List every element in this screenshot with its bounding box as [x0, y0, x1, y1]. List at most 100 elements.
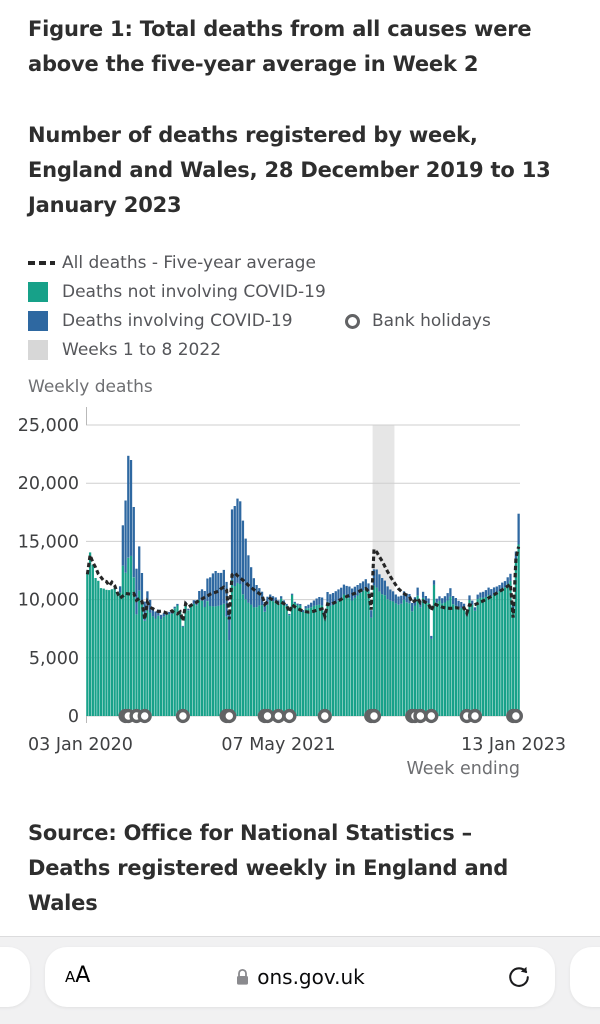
- y-tick-label: 0: [68, 707, 79, 727]
- bar-covid: [438, 596, 441, 601]
- bar-covid: [476, 594, 479, 599]
- legend-item-label: Deaths involving COVID-19: [62, 311, 293, 331]
- bar-covid: [331, 593, 335, 605]
- bar-non-covid: [397, 604, 400, 716]
- bar-covid: [402, 591, 406, 600]
- bar-non-covid: [173, 608, 176, 716]
- bar-covid: [487, 587, 490, 596]
- bar-non-covid: [159, 619, 163, 716]
- bar-non-covid: [509, 581, 512, 716]
- bar-covid: [514, 551, 518, 562]
- bar-non-covid: [438, 600, 441, 716]
- bar-non-covid: [116, 593, 119, 716]
- bar-non-covid: [241, 594, 245, 716]
- bar-covid: [501, 582, 504, 589]
- bar-covid: [140, 573, 144, 604]
- bar-covid: [394, 594, 397, 604]
- bar-non-covid: [495, 592, 498, 716]
- bar-non-covid: [512, 608, 515, 716]
- bar-covid: [454, 598, 457, 606]
- bar-non-covid: [361, 590, 365, 716]
- bar-non-covid: [471, 604, 474, 716]
- bar-non-covid: [247, 602, 250, 716]
- bank-holiday-marker: [271, 708, 286, 724]
- bar-non-covid: [271, 601, 275, 716]
- bar-non-covid: [198, 599, 201, 716]
- chart-legend: All deaths - Five-year average Deaths no…: [28, 253, 491, 369]
- bank-holiday-marker: [260, 708, 275, 724]
- legend-item-weeks-1-to-8-2022: Weeks 1 to 8 2022: [28, 340, 326, 360]
- bank-holiday-marker: [222, 708, 237, 724]
- bar-non-covid: [408, 603, 411, 716]
- bar-non-covid: [280, 598, 283, 716]
- bar-covid: [263, 601, 266, 612]
- legend-item-bank-holidays: Bank holidays: [345, 311, 491, 331]
- bar-covid: [239, 501, 242, 584]
- bar-covid: [509, 573, 512, 581]
- bar-covid: [252, 578, 255, 608]
- bar-covid: [307, 604, 310, 608]
- bar-covid: [127, 455, 130, 558]
- previous-tab-edge[interactable]: [0, 947, 30, 1007]
- bar-covid: [337, 589, 340, 601]
- bar-covid: [214, 571, 217, 607]
- bar-non-covid: [468, 600, 471, 716]
- next-tab-edge[interactable]: [570, 947, 600, 1007]
- reload-button[interactable]: [499, 947, 539, 1007]
- bar-non-covid: [391, 601, 395, 716]
- bar-non-covid: [138, 590, 141, 716]
- bar-covid: [490, 589, 493, 597]
- bar-covid: [162, 613, 165, 617]
- bar-covid: [132, 507, 135, 578]
- bar-covid: [391, 591, 395, 602]
- bar-covid: [383, 580, 387, 596]
- x-tick-label: 07 May 2021: [221, 735, 335, 755]
- bar-covid: [329, 594, 332, 606]
- bar-non-covid: [274, 601, 277, 716]
- bar-non-covid: [140, 603, 144, 716]
- bar-covid: [495, 586, 498, 593]
- bar-covid: [367, 583, 370, 592]
- legend-item-covid-deaths: Deaths involving COVID-19 Bank holidays: [28, 311, 491, 331]
- bar-covid: [299, 604, 302, 606]
- bar-non-covid: [381, 594, 384, 716]
- bar-covid: [285, 603, 288, 606]
- bar-non-covid: [517, 544, 520, 716]
- x-axis-title: Week ending: [406, 759, 520, 779]
- bar-non-covid: [501, 588, 504, 716]
- bar-covid: [304, 606, 307, 609]
- bar-covid: [315, 598, 318, 606]
- bar-covid: [301, 610, 305, 613]
- bar-non-covid: [329, 605, 332, 716]
- bank-holiday-circle-icon: [345, 313, 360, 329]
- bar-non-covid: [168, 614, 171, 716]
- bar-non-covid: [492, 594, 496, 716]
- bar-covid: [361, 581, 365, 591]
- bar-non-covid: [88, 552, 92, 716]
- bar-non-covid: [460, 607, 463, 716]
- bar-covid: [211, 573, 215, 607]
- bar-covid: [310, 602, 313, 608]
- bar-covid: [405, 593, 408, 603]
- bar-covid: [492, 587, 496, 595]
- bar-non-covid: [176, 605, 179, 716]
- bar-non-covid: [310, 607, 313, 716]
- bar-non-covid: [462, 608, 466, 716]
- bar-covid: [424, 596, 427, 602]
- url-field[interactable]: ons.gov.uk: [45, 947, 555, 1007]
- bar-non-covid: [323, 619, 326, 716]
- bar-covid: [435, 598, 438, 603]
- bar-non-covid: [405, 602, 408, 716]
- bar-non-covid: [487, 595, 490, 716]
- weekly-deaths-chart: 0 5,000 10,000 15,000 20,000 25,000 03 Jan 202…: [18, 407, 566, 779]
- bar-non-covid: [285, 605, 288, 716]
- bar-covid: [479, 592, 482, 598]
- bar-non-covid: [465, 615, 468, 716]
- legend-item-label: Weeks 1 to 8 2022: [62, 340, 222, 360]
- bar-non-covid: [135, 614, 138, 716]
- bar-covid: [359, 583, 362, 593]
- bar-covid: [451, 596, 455, 605]
- bar-covid: [118, 586, 122, 593]
